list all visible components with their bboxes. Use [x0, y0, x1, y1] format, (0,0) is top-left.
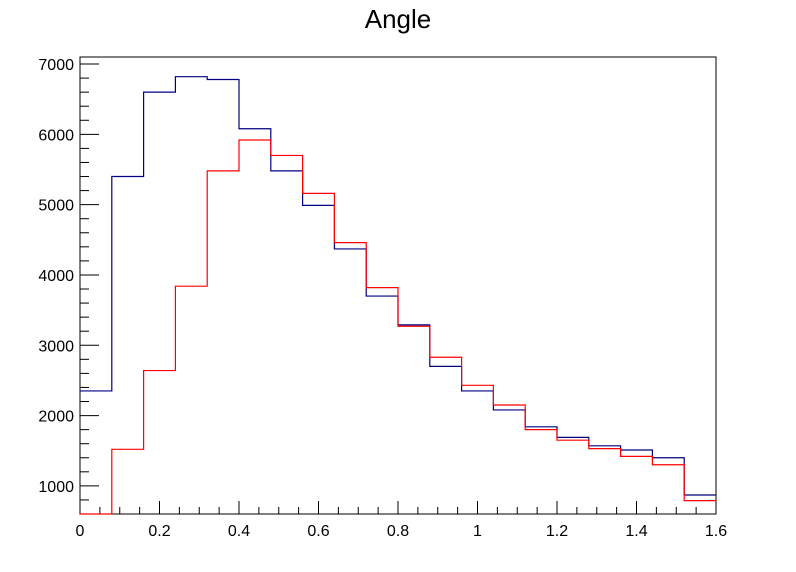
- y-tick-label: 2000: [38, 409, 74, 426]
- y-tick-label: 3000: [38, 338, 74, 355]
- chart-title: Angle: [365, 4, 432, 34]
- y-tick-label: 7000: [38, 57, 74, 74]
- y-tick-label: 5000: [38, 198, 74, 215]
- x-tick-label: 1.6: [705, 523, 727, 540]
- y-tick-label: 4000: [38, 268, 74, 285]
- x-tick-label: 0.2: [148, 523, 170, 540]
- x-tick-label: 1: [473, 523, 482, 540]
- x-tick-label: 1.2: [546, 523, 568, 540]
- y-tick-label: 1000: [38, 479, 74, 496]
- series-layer: [80, 76, 716, 515]
- x-tick-label: 1.4: [625, 523, 647, 540]
- x-tick-label: 0.8: [387, 523, 409, 540]
- y-axis: 1000 2000 3000 4000 5000 6000 7000: [38, 57, 99, 515]
- series-red: [80, 139, 716, 515]
- y-tick-label: 6000: [38, 127, 74, 144]
- series-line-red: [80, 139, 716, 515]
- x-tick-label: 0.6: [307, 523, 329, 540]
- x-axis: 0 0.2 0.4 0.6 0.8 1 1.2 1.4 1.6: [76, 501, 727, 540]
- x-tick-label: 0: [76, 523, 85, 540]
- x-tick-label: 0.4: [228, 523, 250, 540]
